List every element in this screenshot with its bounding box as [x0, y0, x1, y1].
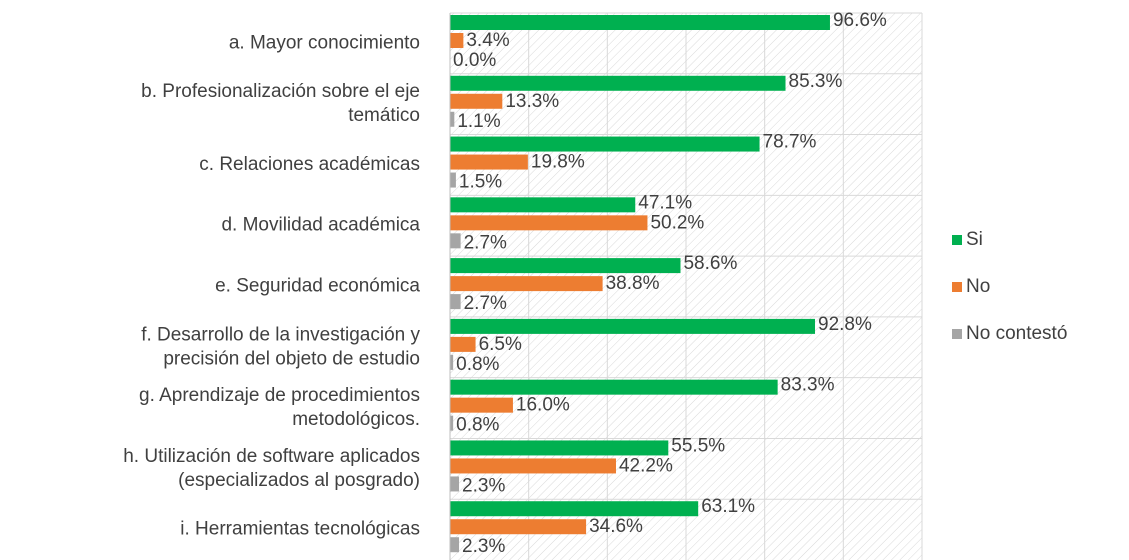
value-label: 38.8% — [606, 273, 660, 294]
bar — [450, 233, 461, 249]
bar — [450, 501, 699, 517]
value-label: 16.0% — [516, 395, 570, 416]
value-label: 2.7% — [464, 232, 507, 253]
bar — [450, 276, 603, 292]
value-label: 92.8% — [818, 314, 872, 335]
legend-swatch — [952, 282, 962, 292]
bar — [450, 336, 476, 352]
bar — [450, 215, 648, 231]
category-label: e. Seguridad económica — [215, 276, 420, 297]
value-label: 83.3% — [781, 375, 835, 396]
value-label: 85.3% — [789, 71, 843, 92]
bar — [450, 440, 669, 456]
value-label: 58.6% — [683, 253, 737, 274]
legend-label: No — [966, 276, 990, 297]
bar — [450, 15, 830, 30]
value-label: 0.8% — [456, 354, 499, 375]
bar — [450, 537, 460, 553]
value-label: 55.5% — [671, 435, 725, 456]
value-label: 0.8% — [456, 415, 499, 436]
bar — [450, 415, 454, 431]
bar — [450, 379, 778, 395]
bar — [450, 75, 786, 91]
bar — [450, 136, 760, 152]
value-label: 13.3% — [505, 91, 559, 112]
value-label: 63.1% — [701, 496, 755, 517]
value-label: 1.5% — [459, 172, 502, 193]
bar — [450, 154, 528, 170]
bar — [450, 172, 456, 188]
value-label: 1.1% — [457, 111, 500, 132]
bar — [450, 93, 503, 109]
value-label: 78.7% — [763, 132, 817, 153]
bar — [450, 397, 513, 413]
category-label: f. Desarrollo de la investigación y preci… — [141, 324, 420, 369]
category-label: a. Mayor conocimiento — [229, 32, 420, 53]
category-label: b. Profesionalización sobre el eje temáti… — [141, 81, 420, 126]
value-label: 96.6% — [833, 10, 887, 31]
bar — [450, 33, 464, 48]
bar — [450, 476, 460, 492]
value-label: 34.6% — [589, 516, 643, 537]
legend-swatch — [952, 235, 962, 245]
legend-swatch — [952, 329, 962, 339]
value-label: 50.2% — [650, 212, 704, 233]
value-label: 2.3% — [462, 475, 505, 496]
bar — [450, 354, 454, 370]
value-label: 0.0% — [453, 50, 496, 71]
category-label: c. Relaciones académicas — [199, 154, 420, 175]
bar — [450, 458, 616, 474]
value-label: 47.1% — [638, 192, 692, 213]
category-label: g. Aprendizaje de procedimientos metodoló… — [139, 385, 420, 430]
bar — [450, 294, 461, 310]
value-label: 3.4% — [466, 30, 509, 51]
bar — [450, 111, 455, 127]
value-label: 2.3% — [462, 536, 505, 557]
category-label: h. Utilización de software aplicados (esp… — [123, 446, 420, 491]
legend-label: No contestó — [966, 323, 1067, 344]
value-label: 6.5% — [479, 334, 522, 355]
legend-label: Si — [966, 229, 983, 250]
value-label: 42.2% — [619, 455, 673, 476]
value-label: 2.7% — [464, 293, 507, 314]
category-label: i. Herramientas tecnológicas — [180, 519, 420, 540]
bar — [450, 197, 636, 213]
bar — [450, 519, 587, 535]
bar — [450, 258, 681, 274]
value-label: 19.8% — [531, 152, 585, 173]
bar — [450, 318, 816, 334]
category-label: d. Movilidad académica — [221, 215, 420, 236]
